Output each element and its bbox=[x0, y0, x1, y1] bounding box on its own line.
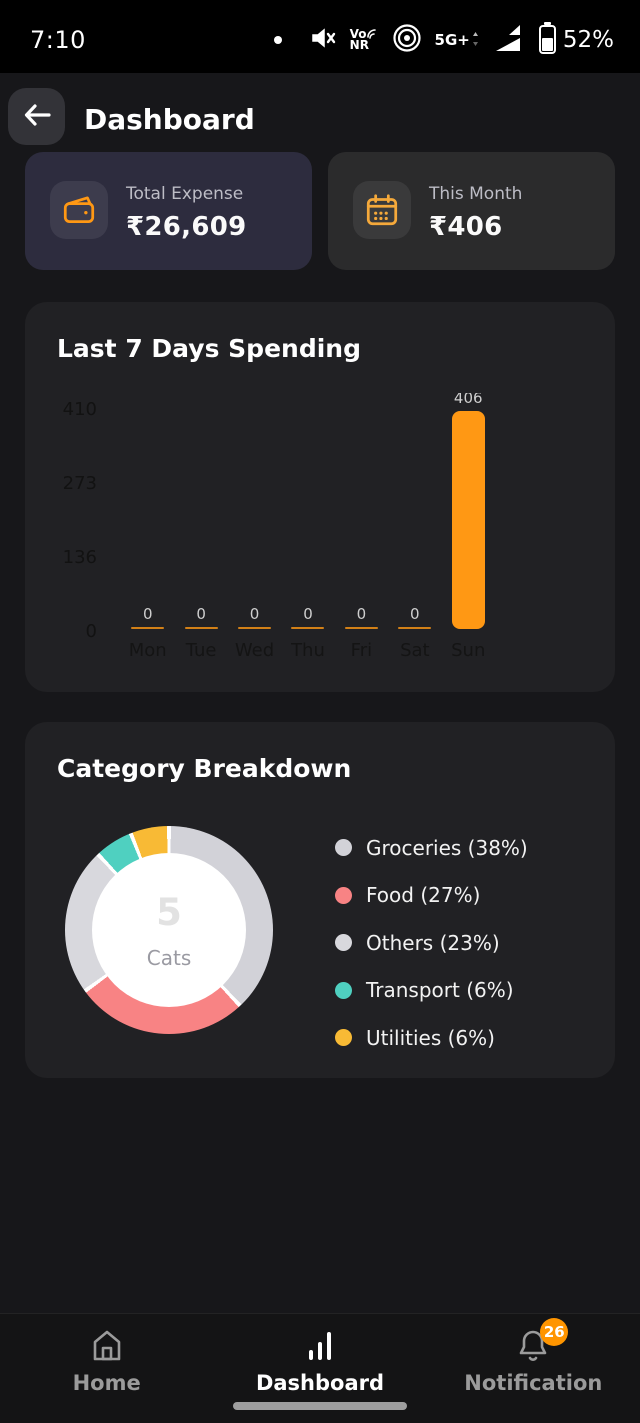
card-value: ₹26,609 bbox=[126, 212, 247, 242]
last-7-days-panel: Last 7 Days Spending 410 273 136 0 0 0 0… bbox=[25, 302, 615, 692]
legend-item-others: Others (23%) bbox=[335, 919, 528, 967]
legend-dot bbox=[335, 981, 352, 999]
bar-value-label: 0 bbox=[356, 605, 367, 623]
y-axis-tick: 136 bbox=[62, 547, 97, 568]
legend-dot bbox=[335, 839, 352, 857]
nav-label: Dashboard bbox=[255, 1371, 385, 1395]
bar-value-label: 0 bbox=[410, 605, 420, 623]
donut-center-label: Cats bbox=[146, 945, 192, 970]
donut-chart[interactable]: 5 Cats bbox=[65, 826, 273, 1034]
x-axis-tick: Fri bbox=[350, 640, 373, 661]
bar-chart-plot[interactable]: 0 0 0 0 0 0 406 bbox=[121, 393, 495, 629]
arrow-left-icon bbox=[21, 99, 53, 135]
bar bbox=[238, 627, 272, 629]
total-expense-card: Total Expense ₹26,609 bbox=[25, 152, 312, 270]
bar bbox=[398, 627, 432, 629]
legend-dot bbox=[335, 934, 352, 952]
bar-value-label: 0 bbox=[249, 605, 260, 623]
nav-label: Home bbox=[72, 1371, 141, 1395]
x-axis-tick: Tue bbox=[185, 640, 217, 661]
y-axis-tick: 410 bbox=[62, 399, 97, 420]
calendar-icon bbox=[353, 181, 411, 239]
bottom-navigation: Home Dashboard 26 Notification bbox=[0, 1313, 640, 1423]
status-bar: 7:10 Vo NR 5G+ 52% bbox=[0, 0, 640, 73]
card-label: This Month bbox=[429, 184, 523, 204]
nav-item-notification[interactable]: 26 Notification bbox=[427, 1314, 640, 1423]
legend-dot bbox=[335, 1029, 352, 1047]
donut-center: 5 Cats bbox=[92, 853, 246, 1007]
home-icon bbox=[89, 1326, 125, 1366]
bar-column-mon: 0 bbox=[121, 393, 174, 629]
page-title: Dashboard bbox=[84, 103, 255, 136]
x-axis-tick: Thu bbox=[291, 640, 325, 661]
bar bbox=[344, 627, 378, 629]
network-type-label: 5G+ bbox=[435, 31, 479, 49]
signal-icon bbox=[492, 22, 522, 58]
x-axis-tick: Sat bbox=[400, 640, 430, 661]
donut-legend: Groceries (38%) Food (27%) Others (23%) … bbox=[335, 824, 528, 1062]
privacy-dot-icon bbox=[273, 35, 282, 44]
card-label: Total Expense bbox=[126, 184, 244, 204]
bar bbox=[291, 627, 325, 629]
y-axis-tick: 273 bbox=[62, 473, 97, 494]
active-tab-indicator bbox=[232, 1402, 407, 1410]
bar-value-label: 0 bbox=[303, 605, 313, 623]
bar-value-label: 0 bbox=[196, 605, 206, 623]
bar-value-label: 406 bbox=[453, 393, 483, 407]
donut-chart-title: Category Breakdown bbox=[57, 754, 352, 783]
legend-item-transport: Transport (6%) bbox=[335, 967, 528, 1015]
bar-chart-icon bbox=[302, 1326, 338, 1366]
hotspot-icon bbox=[392, 23, 422, 57]
card-value: ₹406 bbox=[429, 212, 503, 242]
donut-center-value: 5 bbox=[156, 890, 182, 934]
legend-item-food: Food (27%) bbox=[335, 872, 528, 920]
battery-fill bbox=[541, 38, 553, 51]
x-axis-tick: Mon bbox=[128, 640, 167, 661]
mute-icon bbox=[309, 24, 337, 56]
y-axis-tick: 0 bbox=[85, 621, 97, 642]
legend-item-utilities: Utilities (6%) bbox=[335, 1014, 528, 1062]
this-month-card: This Month ₹406 bbox=[328, 152, 615, 270]
bar bbox=[184, 627, 218, 629]
bar bbox=[131, 627, 165, 629]
nav-item-home[interactable]: Home bbox=[0, 1314, 213, 1423]
bar-column-thu: 0 bbox=[281, 393, 334, 629]
status-icons: Vo NR 5G+ 52% bbox=[273, 22, 614, 58]
battery-icon bbox=[538, 22, 556, 54]
bar-value-label: 0 bbox=[142, 605, 153, 623]
bar bbox=[451, 411, 485, 629]
bar-column-wed: 0 bbox=[228, 393, 281, 629]
x-axis-labels: Mon Tue Wed Thu Fri Sat Sun bbox=[121, 640, 495, 661]
legend-item-groceries: Groceries (38%) bbox=[335, 824, 528, 872]
x-axis-tick: Sun bbox=[451, 640, 486, 661]
bar-column-sat: 0 bbox=[388, 393, 441, 629]
bell-icon: 26 bbox=[514, 1318, 569, 1366]
nav-label: Notification bbox=[464, 1371, 603, 1395]
back-button[interactable] bbox=[8, 88, 65, 145]
bar-column-tue: 0 bbox=[174, 393, 227, 629]
wallet-icon bbox=[50, 181, 108, 239]
bar-column-fri: 0 bbox=[335, 393, 388, 629]
legend-dot bbox=[335, 886, 352, 904]
notification-badge: 26 bbox=[540, 1318, 569, 1346]
battery-percent: 52% bbox=[562, 26, 614, 53]
x-axis-tick: Wed bbox=[234, 640, 275, 661]
clock: 7:10 bbox=[30, 25, 86, 54]
vonr-icon: Vo NR bbox=[350, 28, 379, 51]
bar-chart-title: Last 7 Days Spending bbox=[57, 334, 361, 363]
category-breakdown-panel: Category Breakdown 5 Cats Groceries (38%… bbox=[25, 722, 615, 1078]
nav-item-dashboard[interactable]: Dashboard bbox=[213, 1314, 426, 1423]
bar-column-sun: 406 bbox=[442, 393, 495, 629]
